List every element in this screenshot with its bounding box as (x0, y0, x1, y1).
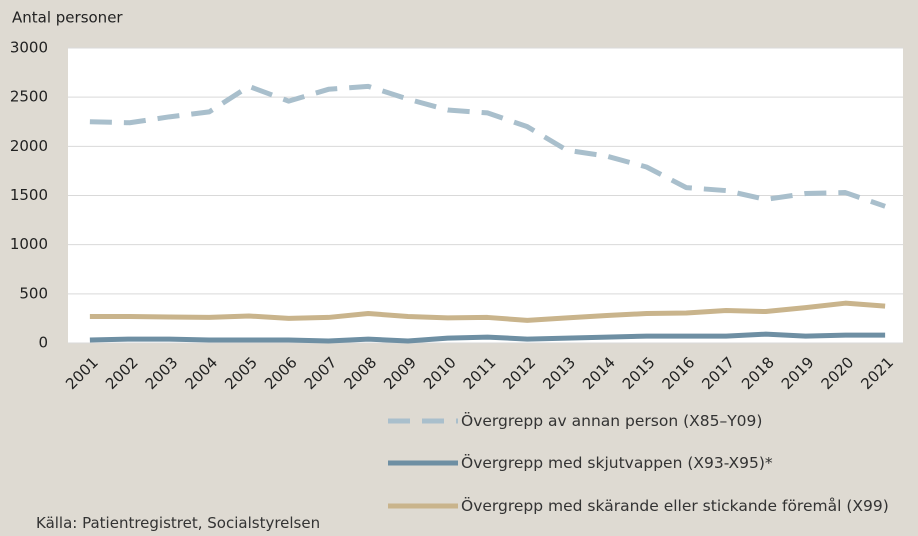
line-series (89, 83, 886, 209)
line-series (89, 300, 886, 323)
x-tick-label: 2012 (500, 353, 540, 393)
x-tick-label: 2004 (181, 353, 221, 393)
x-tick-label: 2014 (579, 353, 619, 393)
y-tick-label: 1500 (10, 186, 48, 204)
legend-label: Övergrepp med skjutvappen (X93-X95)* (461, 454, 773, 472)
source: Källa: Patientregistret, Socialstyrelsen (36, 514, 321, 532)
y-tick-label: 2000 (10, 137, 48, 155)
x-tick-label: 2003 (142, 353, 182, 393)
y-tick-label: 3000 (10, 39, 48, 57)
x-tick-label: 2021 (857, 353, 897, 393)
x-tick-label: 2019 (778, 353, 818, 393)
x-tick-label: 2007 (301, 353, 341, 393)
x-tick-label: 2010 (420, 353, 460, 393)
x-tick-label: 2009 (380, 353, 420, 393)
x-tick-label: 2015 (619, 353, 659, 393)
legend-label: Övergrepp av annan person (X85–Y09) (461, 412, 763, 430)
line-series (89, 331, 886, 344)
x-tick-label: 2005 (221, 353, 261, 393)
x-tick-label: 2013 (539, 353, 579, 393)
x-tick-label: 2018 (738, 353, 778, 393)
y-tick-label: 500 (19, 284, 48, 302)
x-tick-label: 2002 (102, 353, 142, 393)
y-tick-label: 2500 (10, 88, 48, 106)
x-tick-label: 2016 (659, 353, 699, 393)
y-tick-label: 0 (38, 334, 48, 352)
x-tick-label: 2017 (698, 353, 738, 393)
x-tick-label: 2011 (460, 353, 500, 393)
x-tick-label: 2001 (62, 353, 102, 393)
legend-label: Övergrepp med skärande eller stickande f… (461, 497, 889, 515)
x-tick-label: 2020 (818, 353, 858, 393)
y-axis-label: Antal personer (12, 9, 123, 27)
y-tick-label: 1000 (10, 235, 48, 253)
x-tick-label: 2006 (261, 353, 301, 393)
x-tick-label: 2008 (340, 353, 380, 393)
